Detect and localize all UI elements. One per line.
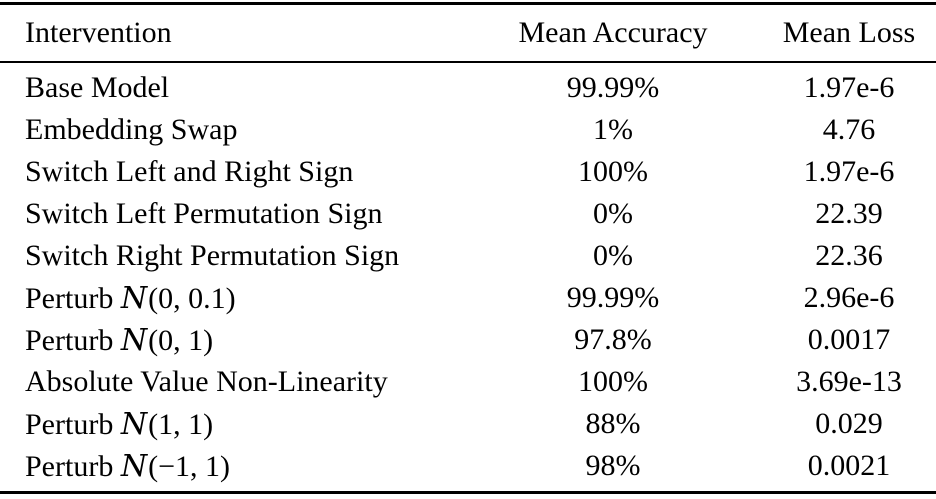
mean-accuracy-cell: 99.99% bbox=[566, 71, 660, 104]
mean-loss-cell: 1.97e-6 bbox=[803, 71, 895, 104]
table-body: Base Model 99.99% 1.97e-6 Embedding Swap 1% 4… bbox=[0, 62, 936, 493]
mean-loss-cell: 0.0021 bbox=[807, 449, 891, 482]
mean-accuracy-cell: 88% bbox=[585, 407, 641, 440]
table-row: Absolute Value Non-Linearity 100% 3.69e-13 bbox=[0, 361, 936, 403]
table-row: Perturb N(−1, 1) 98% 0.0021 bbox=[0, 445, 936, 493]
mean-loss-cell: 1.97e-6 bbox=[803, 155, 895, 188]
mean-accuracy-cell: 98% bbox=[585, 449, 641, 482]
mean-accuracy-cell: 1% bbox=[593, 113, 633, 146]
table-row: Perturb N(0, 0.1) 99.99% 2.96e-6 bbox=[0, 277, 936, 319]
table-row: Switch Right Permutation Sign 0% 22.36 bbox=[0, 235, 936, 277]
mathcal-n-symbol: N bbox=[120, 322, 148, 358]
intervention-cell: Perturb N(1, 1) bbox=[25, 406, 214, 442]
mean-loss-cell: 22.39 bbox=[815, 197, 883, 230]
intervention-cell: Switch Right Permutation Sign bbox=[25, 239, 400, 272]
mean-accuracy-cell: 100% bbox=[578, 155, 648, 188]
mean-loss-cell: 22.36 bbox=[815, 239, 883, 272]
mathcal-n-symbol: N bbox=[120, 406, 148, 442]
table-row: Base Model 99.99% 1.97e-6 bbox=[0, 62, 936, 109]
mean-loss-cell: 4.76 bbox=[822, 113, 876, 146]
table-row: Perturb N(1, 1) 88% 0.029 bbox=[0, 403, 936, 445]
intervention-cell: Base Model bbox=[25, 71, 170, 104]
col-header-mean-accuracy: Mean Accuracy bbox=[500, 3, 726, 63]
table-row: Switch Left Permutation Sign 0% 22.39 bbox=[0, 193, 936, 235]
mean-loss-cell: 0.0017 bbox=[807, 323, 891, 356]
table-header: Intervention Mean Accuracy Mean Loss bbox=[0, 3, 936, 63]
mean-loss-cell: 3.69e-13 bbox=[796, 365, 902, 398]
intervention-cell: Absolute Value Non-Linearity bbox=[25, 365, 388, 398]
intervention-cell: Switch Left Permutation Sign bbox=[25, 197, 383, 230]
intervention-cell: Switch Left and Right Sign bbox=[25, 155, 354, 188]
table-row: Perturb N(0, 1) 97.8% 0.0017 bbox=[0, 319, 936, 361]
mean-accuracy-cell: 97.8% bbox=[574, 323, 652, 356]
mean-accuracy-cell: 0% bbox=[593, 197, 633, 230]
table-row: Switch Left and Right Sign 100% 1.97e-6 bbox=[0, 151, 936, 193]
header-row: Intervention Mean Accuracy Mean Loss bbox=[0, 3, 936, 63]
intervention-cell: Embedding Swap bbox=[25, 113, 238, 146]
mean-accuracy-cell: 100% bbox=[578, 365, 648, 398]
mathcal-n-symbol: N bbox=[120, 448, 148, 484]
mathcal-n-symbol: N bbox=[120, 280, 148, 316]
col-header-mean-loss: Mean Loss bbox=[726, 3, 936, 63]
mean-accuracy-cell: 99.99% bbox=[566, 281, 660, 314]
intervention-cell: Perturb N(0, 0.1) bbox=[25, 280, 236, 316]
mean-loss-cell: 0.029 bbox=[815, 407, 883, 440]
table-row: Embedding Swap 1% 4.76 bbox=[0, 109, 936, 151]
mean-loss-cell: 2.96e-6 bbox=[803, 281, 895, 314]
intervention-cell: Perturb N(0, 1) bbox=[25, 322, 214, 358]
col-header-intervention: Intervention bbox=[0, 3, 500, 63]
mean-accuracy-cell: 0% bbox=[593, 239, 633, 272]
intervention-cell: Perturb N(−1, 1) bbox=[25, 448, 230, 484]
